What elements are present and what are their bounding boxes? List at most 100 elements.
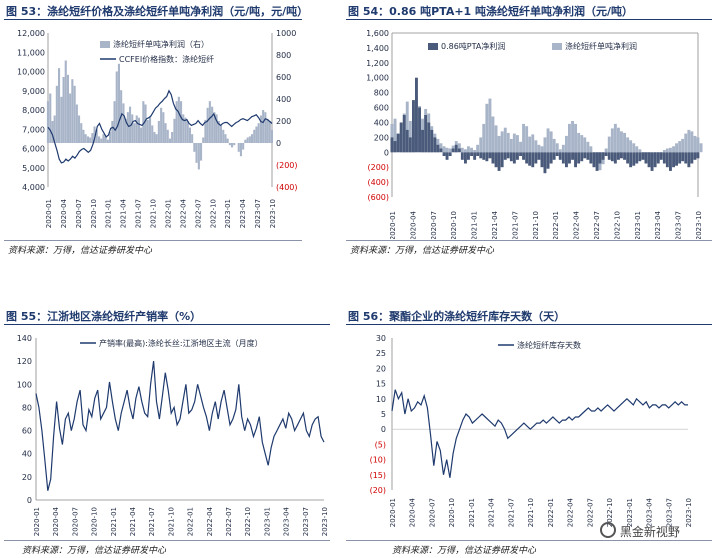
c1-pta-bar-81 (638, 152, 642, 162)
c3-xtick-7: 2021-10 (527, 498, 535, 527)
c1-xtick-4: 2021-01 (471, 211, 479, 239)
c1-fiber-bar-94 (678, 141, 682, 153)
c1-fiber-bar-30 (482, 123, 486, 153)
c0-profit-bar-68 (197, 143, 200, 170)
c1-fiber-bar-43 (522, 123, 525, 153)
c3-y-tick-3: 15 (376, 380, 386, 389)
c1-pta-bar-68 (598, 152, 602, 164)
c0-profit-bar-6 (60, 96, 63, 143)
c2-xtick-1: 2020-04 (52, 506, 60, 536)
c3-xtick-0: 2020-01 (389, 498, 397, 527)
c0-profit-bar-23 (98, 136, 101, 143)
c1-pta-bar-60 (574, 152, 577, 168)
c0-profit-bar-86 (237, 143, 240, 152)
c2-y-tick-3: 80 (22, 403, 32, 412)
c0-profit-bar-65 (191, 134, 194, 143)
c1-pta-bar-19 (448, 152, 452, 156)
c0-profit-bar-19 (89, 137, 92, 143)
c0-profit-bar-42 (140, 127, 143, 143)
c0-left-tick-7: 5,000 (22, 164, 45, 173)
c0-profit-bar-49 (155, 134, 158, 143)
c1-xtick-0: 2020-01 (389, 211, 397, 239)
c0-profit-bar-5 (58, 68, 61, 143)
c3-y-tick-6: 0 (381, 425, 386, 434)
c3-xtick-6: 2021-07 (507, 498, 515, 527)
c1-pta-bar-75 (620, 152, 623, 159)
c1-fiber-bar-92 (672, 146, 675, 153)
c1-fiber-bar-57 (565, 135, 568, 153)
c1-pta-bar-24 (464, 152, 467, 164)
c1-fiber-bar-49 (540, 146, 544, 153)
c3-y-tick-5: 5 (381, 410, 386, 419)
c1-fiber-bar-77 (626, 137, 630, 153)
c0-xtick-0: 2020-01 (45, 199, 53, 228)
c1-fiber-bar-31 (485, 103, 489, 153)
c1-pta-bar-47 (534, 152, 538, 164)
chart-56-title: 图 56：聚酯企业的涤纶短纤库存天数（天） (348, 310, 566, 323)
c2-xtick-0: 2020-01 (33, 507, 41, 536)
c0-xtick-4: 2021-01 (105, 199, 113, 228)
c2-xtick-2: 2020-07 (71, 507, 79, 536)
c1-fiber-bar-97 (687, 129, 691, 153)
c3-xtick-5: 2021-04 (488, 497, 496, 527)
c0-profit-bar-0 (46, 101, 49, 143)
c0-profit-bar-30 (113, 101, 116, 143)
c2-y-tick-5: 40 (22, 450, 32, 459)
c1-fiber-bar-23 (460, 147, 464, 153)
c3-legend-0-label: 涤纶短纤库存天数 (517, 340, 581, 350)
c0-xtick-15: 2023-10 (269, 199, 277, 228)
c1-fiber-bar-58 (568, 123, 571, 153)
c0-profit-bar-79 (222, 129, 225, 143)
c1-pta-bar-35 (497, 152, 501, 171)
c0-profit-bar-100 (268, 121, 271, 143)
c0-profit-bar-80 (224, 134, 227, 143)
c1-fiber-bar-17 (442, 146, 446, 153)
c1-pta-bar-82 (641, 152, 645, 160)
c1-pta-bar-15 (436, 144, 440, 153)
c1-pta-bar-83 (644, 152, 648, 164)
c1-pta-bar-34 (494, 152, 498, 168)
c1-pta-bar-12 (427, 122, 431, 153)
c1-xtick-15: 2023-10 (695, 211, 703, 239)
c1-pta-bar-99 (693, 152, 697, 160)
c1-fiber-bar-44 (525, 126, 529, 153)
chart-55-source-rule (4, 540, 330, 541)
c0-left-tick-4: 8,000 (22, 106, 45, 115)
c0-profit-bar-39 (133, 123, 136, 143)
c2-xtick-9: 2022-04 (206, 506, 214, 536)
c1-pta-bar-58 (568, 152, 571, 164)
c1-fiber-bar-29 (479, 137, 483, 153)
c1-pta-bar-86 (653, 152, 657, 168)
c1-y-tick-3: 1,000 (366, 74, 389, 83)
c1-pta-bar-71 (607, 152, 611, 160)
chart-53-plot: 12,000 11,000 10,000 9,000 8,000 7,000 6,000 5,… (17, 29, 298, 228)
c2-xtick-10: 2022-07 (225, 507, 233, 536)
c1-y-tick-2: 1,200 (366, 59, 389, 68)
chart-54-plot: 1,600 1,400 1,200 1,000 800 600 400 200 0 (200) (4… (366, 29, 703, 239)
c2-y-tick-0: 140 (17, 334, 32, 343)
c1-pta-bar-14 (433, 137, 437, 153)
c3-y-tick-10: (20) (370, 486, 386, 495)
c1-pta-bar-62 (580, 152, 584, 162)
c1-fiber-bar-81 (638, 149, 642, 153)
c0-profit-bar-29 (111, 121, 114, 143)
c3-xtick-2: 2020-07 (428, 498, 436, 527)
c0-profit-bar-60 (180, 101, 183, 143)
c1-fiber-bar-52 (549, 131, 553, 153)
c1-fiber-bar-75 (620, 131, 623, 153)
c1-fiber-bar-45 (528, 136, 532, 153)
c0-profit-bar-55 (168, 138, 171, 143)
c0-profit-bar-64 (188, 127, 191, 143)
c1-fiber-bar-65 (589, 146, 593, 153)
c1-fiber-bar-101 (699, 143, 703, 153)
c1-pta-bar-49 (540, 152, 544, 168)
c1-pta-bar-70 (604, 152, 608, 156)
watermark: 黑金新视野 (600, 522, 680, 540)
c1-legend-0-swatch (428, 43, 438, 50)
c3-y-tick-8: (10) (370, 456, 386, 465)
c0-profit-bar-90 (246, 137, 249, 143)
c1-y-tick-6: 400 (374, 118, 389, 127)
c1-pta-bar-0 (390, 137, 394, 153)
c1-pta-bar-30 (482, 152, 486, 160)
c1-pta-bar-78 (629, 152, 633, 168)
